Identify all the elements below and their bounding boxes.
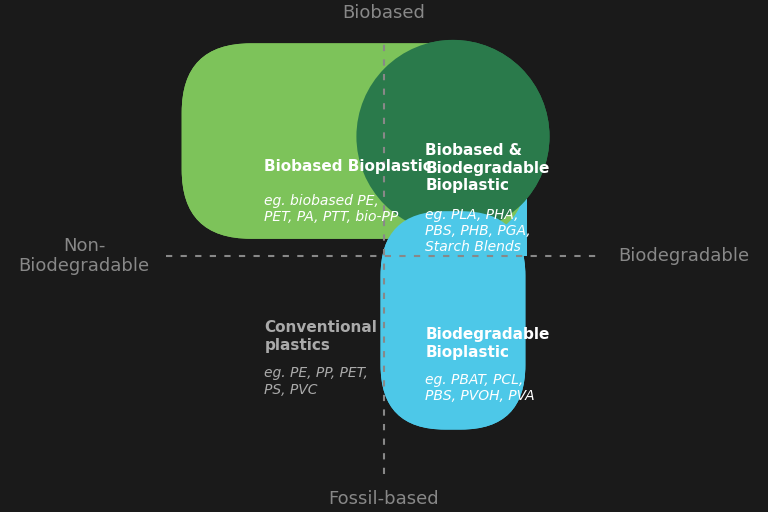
Text: Biodegradable: Biodegradable — [618, 247, 750, 265]
Text: Fossil-based: Fossil-based — [329, 490, 439, 508]
Text: Biobased Bioplastic: Biobased Bioplastic — [264, 159, 432, 175]
Text: Biobased: Biobased — [343, 4, 425, 22]
FancyBboxPatch shape — [381, 211, 525, 430]
Text: eg. PE, PP, PET,
PS, PVC: eg. PE, PP, PET, PS, PVC — [264, 367, 369, 397]
FancyBboxPatch shape — [182, 44, 527, 239]
Text: eg. PLA, PHA,
PBS, PHB, PGA,
Starch Blends: eg. PLA, PHA, PBS, PHB, PGA, Starch Blen… — [425, 208, 531, 254]
Circle shape — [356, 40, 550, 233]
Text: Biobased &
Biodegradable
Bioplastic: Biobased & Biodegradable Bioplastic — [425, 143, 550, 193]
Text: Biodegradable
Bioplastic: Biodegradable Bioplastic — [425, 327, 550, 359]
FancyBboxPatch shape — [381, 211, 525, 430]
Text: eg. PBAT, PCL,
PBS, PVOH, PVA: eg. PBAT, PCL, PBS, PVOH, PVA — [425, 373, 535, 403]
Text: Conventional
plastics: Conventional plastics — [264, 321, 377, 353]
Text: eg. biobased PE,
PET, PA, PTT, bio-PP: eg. biobased PE, PET, PA, PTT, bio-PP — [264, 194, 399, 224]
Circle shape — [356, 40, 550, 233]
Text: Non-
Biodegradable: Non- Biodegradable — [18, 237, 150, 275]
Bar — [389, 137, 527, 256]
FancyBboxPatch shape — [182, 44, 527, 239]
